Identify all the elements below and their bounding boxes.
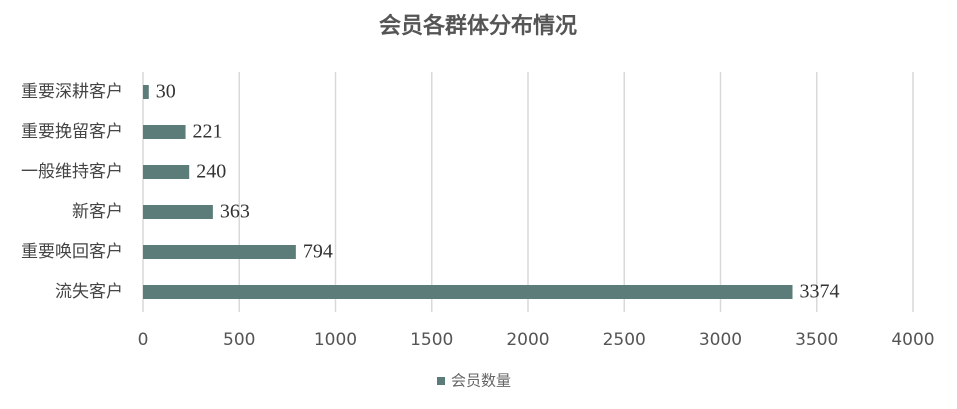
legend-label: 会员数量 [451, 372, 511, 390]
x-tick-label: 0 [138, 330, 149, 350]
x-tick-label: 500 [223, 330, 255, 350]
y-tick-label: 一般维持客户 [21, 162, 123, 182]
x-tick-label: 1500 [410, 330, 453, 350]
data-label: 363 [220, 201, 250, 223]
bar [143, 245, 296, 259]
x-tick-label: 2000 [506, 330, 549, 350]
x-tick-label: 1000 [314, 330, 357, 350]
data-label: 221 [193, 121, 223, 143]
x-tick-label: 2500 [603, 330, 646, 350]
y-tick-label: 新客户 [72, 202, 123, 222]
bar [143, 205, 213, 219]
data-label: 794 [303, 241, 333, 263]
y-tick-label: 重要挽留客户 [21, 122, 123, 142]
x-tick-label: 4000 [891, 330, 934, 350]
data-label: 3374 [799, 281, 839, 303]
y-tick-label: 重要深耕客户 [21, 82, 123, 102]
y-tick-label: 重要唤回客户 [21, 242, 123, 262]
data-label: 30 [156, 81, 176, 103]
bar [143, 125, 186, 139]
legend-swatch [437, 377, 445, 385]
x-tick-label: 3000 [699, 330, 742, 350]
x-tick-label: 3500 [795, 330, 838, 350]
bar [143, 165, 190, 179]
bar [143, 85, 149, 99]
data-label: 240 [196, 161, 226, 183]
chart-title: 会员各群体分布情况 [379, 13, 577, 39]
bar [143, 285, 793, 299]
y-tick-label: 流失客户 [55, 282, 123, 302]
